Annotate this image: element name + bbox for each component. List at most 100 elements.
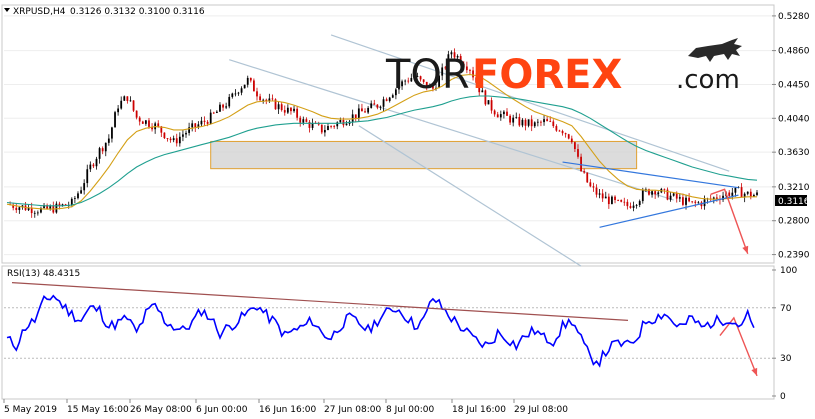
- candle-body: [357, 108, 360, 119]
- candle-body: [512, 117, 515, 123]
- triangle-lines: [562, 161, 739, 228]
- resistance-zone: [210, 140, 638, 170]
- candle-body: [240, 88, 243, 93]
- candle-body: [33, 212, 36, 214]
- candle-body: [567, 134, 570, 139]
- rsi-tick-label: 30: [780, 354, 792, 364]
- channel-line: [358, 125, 582, 267]
- candle-body: [339, 120, 342, 123]
- candle-body: [120, 100, 123, 109]
- candle-body: [333, 126, 336, 127]
- candle-body: [641, 190, 644, 202]
- candle-body: [175, 138, 178, 144]
- candle-body: [694, 201, 697, 203]
- price-forecast-arrow-head: [742, 245, 749, 254]
- candle-body: [12, 204, 15, 208]
- candle-body: [249, 77, 252, 81]
- candle-body: [351, 114, 354, 122]
- candle-body: [185, 132, 187, 135]
- moving-averages: [6, 73, 758, 210]
- time-tick-label: 6 Jun 00:00: [196, 405, 248, 415]
- candle-body: [543, 119, 545, 123]
- candle-body: [129, 100, 132, 102]
- candle-body: [361, 108, 363, 112]
- rsi-label: RSI(13) 48.4315: [7, 269, 80, 279]
- candle-body: [253, 80, 255, 92]
- candle-body: [354, 114, 357, 119]
- candle-body: [638, 201, 641, 205]
- candle-body: [293, 108, 295, 112]
- candle-body: [206, 121, 209, 124]
- candle-body: [203, 120, 206, 122]
- candle-body: [410, 77, 413, 82]
- candle-body: [447, 54, 450, 68]
- candle-body: [144, 120, 147, 124]
- candle-body: [259, 96, 261, 101]
- candle-body: [101, 148, 104, 152]
- candle-body: [234, 93, 237, 95]
- candle-body: [172, 138, 175, 141]
- price-tick-label: 0.5280: [778, 12, 810, 22]
- candle-body: [487, 100, 490, 105]
- candle-body: [481, 90, 484, 93]
- candle-body: [324, 130, 326, 133]
- candle-body: [586, 172, 589, 183]
- time-tick-label: 26 May 08:00: [130, 405, 192, 415]
- candle-body: [444, 67, 447, 69]
- candle-body: [536, 121, 539, 123]
- candle-body: [496, 114, 499, 118]
- candle-body: [64, 204, 67, 206]
- candle-body: [376, 104, 379, 108]
- candle-body: [715, 197, 718, 200]
- ma-fast-line: [6, 73, 757, 210]
- candle-body: [527, 119, 530, 126]
- channel-line: [330, 34, 730, 172]
- candle-body: [222, 104, 224, 108]
- candle-body: [728, 192, 731, 196]
- candle-body: [141, 121, 144, 124]
- candle-body: [336, 122, 339, 127]
- candle-body: [148, 120, 150, 127]
- candle-body: [274, 99, 277, 110]
- rsi-tick-label: 70: [780, 304, 792, 314]
- candle-body: [623, 201, 626, 203]
- candle-body: [503, 111, 505, 115]
- forecast-arrows: [710, 188, 758, 377]
- candle-body: [111, 127, 113, 139]
- rsi-series-line: [6, 294, 755, 368]
- candle-body: [256, 91, 258, 97]
- candle-body: [611, 196, 613, 205]
- candle-body: [749, 191, 752, 197]
- candle-body: [549, 121, 552, 122]
- collapse-triangle-icon[interactable]: [4, 8, 10, 12]
- candle-body: [422, 79, 425, 82]
- price-tick-label: 0.2390: [778, 251, 810, 261]
- candle-body: [648, 189, 650, 195]
- candle-body: [626, 201, 629, 207]
- candle-body: [589, 182, 592, 187]
- logo-tor: TOR: [385, 52, 470, 98]
- symbol-label: XRPUSD,H4: [13, 7, 66, 17]
- candle-body: [564, 133, 567, 135]
- candle-body: [493, 110, 496, 115]
- rsi-forecast-arrow-head: [751, 367, 758, 376]
- candle-body: [607, 196, 610, 205]
- candle-body: [231, 93, 234, 97]
- time-tick-label: 27 Jun 08:00: [324, 405, 381, 415]
- candle-body: [379, 106, 382, 108]
- candle-body: [555, 126, 558, 131]
- candle-body: [30, 207, 33, 214]
- candle-body: [209, 112, 212, 124]
- candle-body: [685, 197, 687, 205]
- candle-body: [327, 125, 329, 131]
- bull-icon: [688, 38, 742, 62]
- candle-body: [114, 112, 116, 128]
- candle-body: [330, 125, 332, 127]
- candle-body: [388, 97, 391, 101]
- candle-body: [666, 189, 669, 200]
- candle-body: [98, 148, 101, 159]
- candle-body: [712, 197, 715, 200]
- candle-body: [132, 100, 135, 111]
